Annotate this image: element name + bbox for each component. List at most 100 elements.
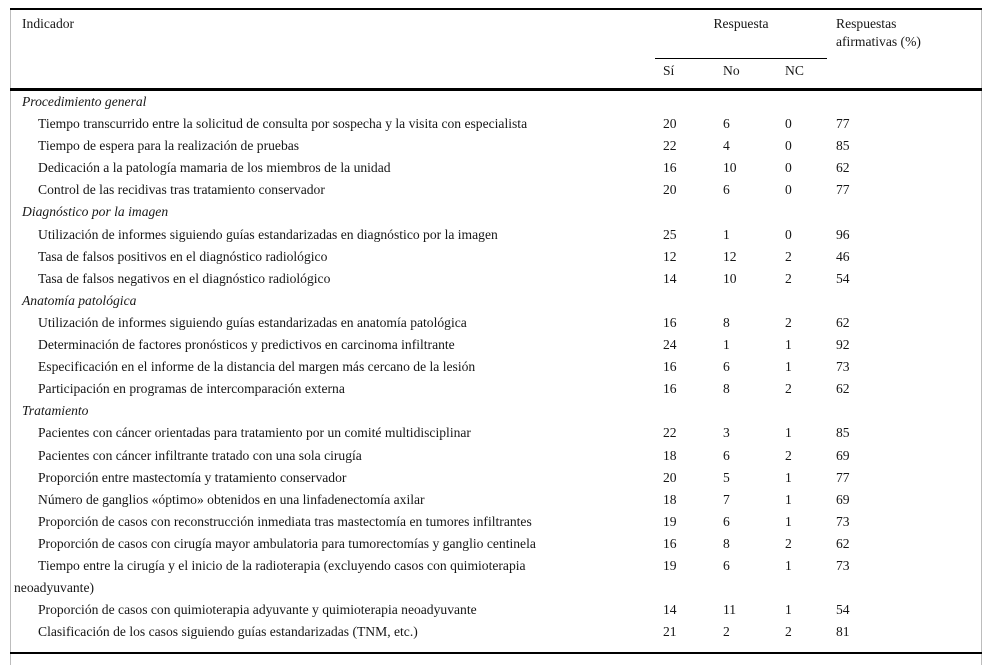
si-cell: 20	[663, 182, 677, 198]
respuesta-spanner-rule	[655, 57, 827, 60]
header-separator-rule	[10, 88, 982, 91]
pct-cell: 73	[836, 359, 850, 375]
pct-cell: 73	[836, 513, 850, 529]
table-row: Participación en programas de intercompa…	[10, 378, 982, 400]
indicator-text-continuation: neoadyuvante)	[14, 580, 95, 596]
nc-cell: 0	[785, 138, 792, 154]
indicator-cell: Dedicación a la patología mamaria de los…	[38, 160, 391, 176]
pct-cell: 46	[836, 248, 850, 264]
section-row: Procedimiento general	[10, 91, 982, 113]
indicator-cell: Pacientes con cáncer infiltrante tratado…	[38, 447, 362, 463]
table-row: Tiempo transcurrido entre la solicitud d…	[10, 113, 982, 135]
nc-cell: 1	[785, 557, 792, 573]
si-cell: 25	[663, 226, 677, 242]
table-row: Control de las recidivas tras tratamient…	[10, 179, 982, 201]
pct-cell: 77	[836, 116, 850, 132]
pct-cell: 54	[836, 270, 850, 286]
table-row: Proporción de casos con cirugía mayor am…	[10, 533, 982, 555]
no-cell: 2	[723, 624, 730, 640]
table-row: Determinación de factores pronósticos y …	[10, 334, 982, 356]
indicator-cell: Utilización de informes siguiendo guías …	[38, 314, 467, 330]
no-cell: 6	[723, 447, 730, 463]
pct-cell: 77	[836, 182, 850, 198]
table-row: Proporción entre mastectomía y tratamien…	[10, 467, 982, 489]
section-header: Diagnóstico por la imagen	[22, 204, 169, 220]
indicator-cell: Tasa de falsos positivos en el diagnósti…	[38, 248, 328, 264]
nc-cell: 1	[785, 337, 792, 353]
si-cell: 16	[663, 314, 677, 330]
si-cell: 16	[663, 359, 677, 375]
si-cell: 16	[663, 160, 677, 176]
indicator-cell: Proporción de casos con reconstrucción i…	[38, 513, 532, 529]
si-cell: 14	[663, 602, 677, 618]
nc-cell: 1	[785, 359, 792, 375]
indicator-cell: Pacientes con cáncer orientadas para tra…	[38, 425, 471, 441]
pct-cell: 85	[836, 138, 850, 154]
no-cell: 4	[723, 138, 730, 154]
indicator-cell: Participación en programas de intercompa…	[38, 381, 345, 397]
nc-cell: 2	[785, 314, 792, 330]
si-cell: 22	[663, 138, 677, 154]
subcol-header-si: Sí	[663, 63, 675, 78]
si-cell: 22	[663, 425, 677, 441]
indicator-cell: Tiempo entre la cirugía y el inicio de l…	[10, 555, 663, 599]
nc-cell: 2	[785, 624, 792, 640]
col-header-indicador: Indicador	[22, 16, 75, 31]
section-header: Anatomía patológica	[22, 292, 137, 308]
section-row: Diagnóstico por la imagen	[10, 201, 982, 223]
indicator-cell: Tiempo de espera para la realización de …	[38, 138, 300, 154]
section-header: Procedimiento general	[22, 94, 147, 109]
table-row: Proporción de casos con quimioterapia ad…	[10, 599, 982, 621]
nc-cell: 1	[785, 425, 792, 441]
si-cell: 12	[663, 248, 677, 264]
pct-cell: 62	[836, 314, 850, 330]
pct-cell: 62	[836, 535, 850, 551]
col-header-respuestas-afirmativas: Respuestas afirmativas (%)	[836, 16, 921, 49]
indicator-cell: Proporción de casos con cirugía mayor am…	[38, 535, 536, 551]
nc-cell: 2	[785, 270, 792, 286]
si-cell: 20	[663, 469, 677, 485]
no-cell: 1	[723, 226, 730, 242]
table-body: Procedimiento general Tiempo transcurrid…	[10, 91, 982, 643]
si-cell: 19	[663, 513, 677, 529]
pct-cell: 69	[836, 447, 850, 463]
no-cell: 7	[723, 491, 730, 507]
left-edge-line	[10, 8, 11, 665]
indicator-text: Tiempo entre la cirugía y el inicio de l…	[38, 557, 526, 573]
indicator-cell: Tiempo transcurrido entre la solicitud d…	[38, 116, 528, 132]
pct-cell: 69	[836, 491, 850, 507]
table-row: Utilización de informes siguiendo guías …	[10, 224, 982, 246]
no-cell: 1	[723, 337, 730, 353]
nc-cell: 0	[785, 160, 792, 176]
si-cell: 16	[663, 381, 677, 397]
si-cell: 21	[663, 624, 677, 640]
pct-cell: 81	[836, 624, 850, 640]
nc-cell: 1	[785, 513, 792, 529]
table-row: Clasificación de los casos siguiendo guí…	[10, 621, 982, 643]
no-cell: 6	[723, 557, 730, 573]
section-row: Anatomía patológica	[10, 290, 982, 312]
nc-cell: 1	[785, 491, 792, 507]
table-row: Pacientes con cáncer infiltrante tratado…	[10, 445, 982, 467]
table-row: Proporción de casos con reconstrucción i…	[10, 511, 982, 533]
indicator-cell: Determinación de factores pronósticos y …	[38, 337, 455, 353]
nc-cell: 1	[785, 602, 792, 618]
pct-cell: 92	[836, 337, 850, 353]
nc-cell: 1	[785, 469, 792, 485]
nc-cell: 0	[785, 226, 792, 242]
col-header-respuesta: Respuesta	[713, 16, 769, 31]
subcol-header-nc: NC	[785, 63, 804, 78]
right-edge-line	[981, 8, 982, 665]
indicator-cell: Proporción entre mastectomía y tratamien…	[38, 469, 347, 485]
nc-cell: 2	[785, 447, 792, 463]
section-header: Tratamiento	[22, 403, 89, 419]
no-cell: 8	[723, 314, 730, 330]
si-cell: 20	[663, 116, 677, 132]
indicator-cell: Proporción de casos con quimioterapia ad…	[38, 602, 477, 618]
indicator-cell: Utilización de informes siguiendo guías …	[38, 226, 498, 242]
table-row: Pacientes con cáncer orientadas para tra…	[10, 422, 982, 444]
pct-cell: 96	[836, 226, 850, 242]
no-cell: 6	[723, 513, 730, 529]
table-row: Utilización de informes siguiendo guías …	[10, 312, 982, 334]
